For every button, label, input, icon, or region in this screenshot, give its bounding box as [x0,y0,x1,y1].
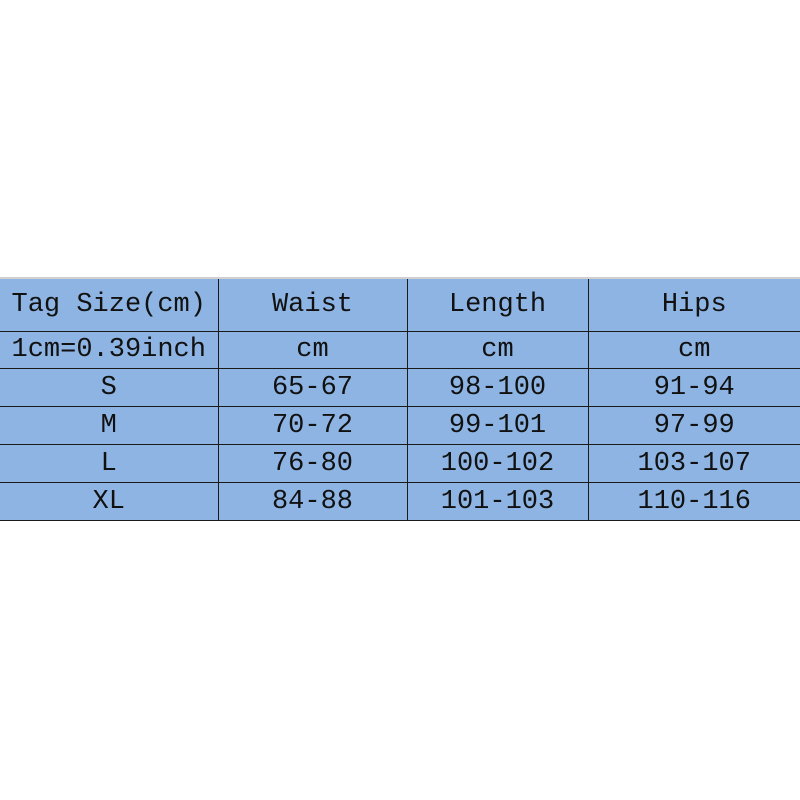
table-row: XL 84-88 101-103 110-116 [0,482,800,521]
table-row: S 65-67 98-100 91-94 [0,368,800,407]
table-row: L 76-80 100-102 103-107 [0,444,800,483]
unit-waist: cm [217,331,408,369]
size-cell: S [0,368,219,407]
waist-cell: 84-88 [217,482,408,521]
waist-cell: 70-72 [217,406,408,445]
table-row: M 70-72 99-101 97-99 [0,406,800,445]
header-waist: Waist [217,278,408,332]
length-cell: 101-103 [406,482,589,521]
header-length: Length [406,278,589,332]
waist-cell: 65-67 [217,368,408,407]
length-cell: 99-101 [406,406,589,445]
size-cell: M [0,406,219,445]
unit-hips: cm [587,331,800,369]
hips-cell: 97-99 [587,406,800,445]
header-hips: Hips [587,278,800,332]
header-row: Tag Size(cm) Waist Length Hips [0,278,800,332]
length-cell: 98-100 [406,368,589,407]
hips-cell: 110-116 [587,482,800,521]
length-cell: 100-102 [406,444,589,483]
size-chart-table: Tag Size(cm) Waist Length Hips 1cm=0.39i… [0,277,800,521]
size-cell: XL [0,482,219,521]
hips-cell: 91-94 [587,368,800,407]
unit-length: cm [406,331,589,369]
size-cell: L [0,444,219,483]
header-tag-size: Tag Size(cm) [0,278,219,332]
hips-cell: 103-107 [587,444,800,483]
conversion-note: 1cm=0.39inch [0,331,219,369]
waist-cell: 76-80 [217,444,408,483]
units-row: 1cm=0.39inch cm cm cm [0,331,800,369]
